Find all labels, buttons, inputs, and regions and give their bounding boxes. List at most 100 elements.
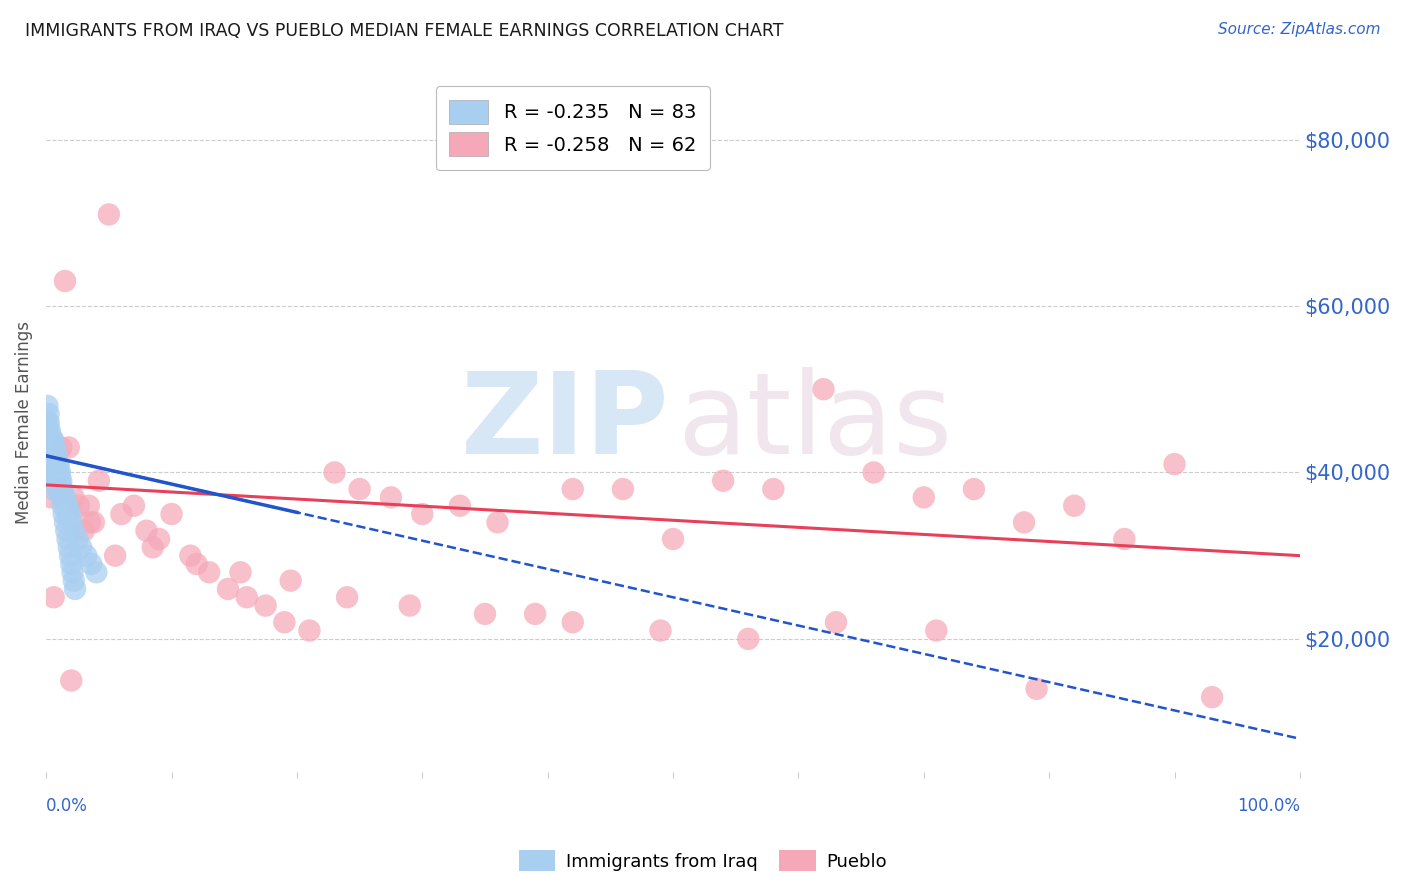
Point xyxy=(44,457,66,471)
Point xyxy=(862,466,884,480)
Point xyxy=(51,441,73,455)
Point xyxy=(58,507,80,521)
Point xyxy=(42,449,65,463)
Point xyxy=(1201,690,1223,705)
Point xyxy=(186,557,208,571)
Point xyxy=(711,474,734,488)
Point xyxy=(1114,532,1136,546)
Text: atlas: atlas xyxy=(676,367,952,478)
Point xyxy=(59,549,82,563)
Point xyxy=(110,507,132,521)
Point xyxy=(41,441,63,455)
Point xyxy=(87,474,110,488)
Point xyxy=(45,474,67,488)
Point xyxy=(336,591,359,605)
Point xyxy=(39,432,62,446)
Point xyxy=(39,424,62,438)
Point xyxy=(42,591,65,605)
Point xyxy=(737,632,759,646)
Point xyxy=(37,416,59,430)
Point xyxy=(51,491,73,505)
Point xyxy=(60,673,83,688)
Point xyxy=(925,624,948,638)
Point xyxy=(254,599,277,613)
Point xyxy=(41,482,63,496)
Point xyxy=(39,449,62,463)
Point xyxy=(449,499,471,513)
Point xyxy=(38,407,60,421)
Point xyxy=(122,499,145,513)
Point xyxy=(97,207,120,221)
Point xyxy=(160,507,183,521)
Point xyxy=(1063,499,1085,513)
Point xyxy=(762,482,785,496)
Point xyxy=(39,491,62,505)
Point xyxy=(42,474,65,488)
Point xyxy=(48,474,70,488)
Point xyxy=(58,541,80,555)
Point xyxy=(59,507,82,521)
Point xyxy=(62,574,84,588)
Point xyxy=(56,532,79,546)
Point xyxy=(41,449,63,463)
Point xyxy=(58,441,80,455)
Text: 100.0%: 100.0% xyxy=(1237,797,1301,815)
Point xyxy=(48,474,70,488)
Point xyxy=(44,466,66,480)
Point xyxy=(104,549,127,563)
Point xyxy=(825,615,848,630)
Point xyxy=(39,449,62,463)
Point xyxy=(486,516,509,530)
Point xyxy=(46,457,69,471)
Point xyxy=(52,507,75,521)
Point xyxy=(51,474,73,488)
Point xyxy=(51,482,73,496)
Point xyxy=(37,399,59,413)
Point xyxy=(67,499,90,513)
Point xyxy=(79,516,101,530)
Point xyxy=(273,615,295,630)
Point xyxy=(46,466,69,480)
Text: Source: ZipAtlas.com: Source: ZipAtlas.com xyxy=(1218,22,1381,37)
Point xyxy=(38,424,60,438)
Point xyxy=(1163,457,1185,471)
Point xyxy=(49,482,72,496)
Point xyxy=(380,491,402,505)
Point xyxy=(51,499,73,513)
Point xyxy=(62,491,84,505)
Point xyxy=(148,532,170,546)
Point xyxy=(42,466,65,480)
Point xyxy=(53,491,76,505)
Point xyxy=(236,591,259,605)
Point xyxy=(41,474,63,488)
Point xyxy=(37,432,59,446)
Point xyxy=(39,441,62,455)
Point xyxy=(62,566,84,580)
Point xyxy=(39,457,62,471)
Point xyxy=(73,524,96,538)
Point xyxy=(62,524,84,538)
Point xyxy=(524,607,547,621)
Point xyxy=(41,457,63,471)
Point xyxy=(45,457,67,471)
Point xyxy=(44,441,66,455)
Point xyxy=(44,449,66,463)
Point xyxy=(39,457,62,471)
Point xyxy=(39,466,62,480)
Point xyxy=(55,499,77,513)
Point xyxy=(49,474,72,488)
Point xyxy=(41,432,63,446)
Point xyxy=(39,432,62,446)
Point xyxy=(39,432,62,446)
Point xyxy=(53,516,76,530)
Point xyxy=(49,466,72,480)
Point xyxy=(46,466,69,480)
Point xyxy=(229,566,252,580)
Point xyxy=(63,582,86,596)
Point xyxy=(813,382,835,396)
Point xyxy=(60,557,83,571)
Point xyxy=(298,624,321,638)
Point xyxy=(38,416,60,430)
Text: 0.0%: 0.0% xyxy=(46,797,89,815)
Point xyxy=(42,457,65,471)
